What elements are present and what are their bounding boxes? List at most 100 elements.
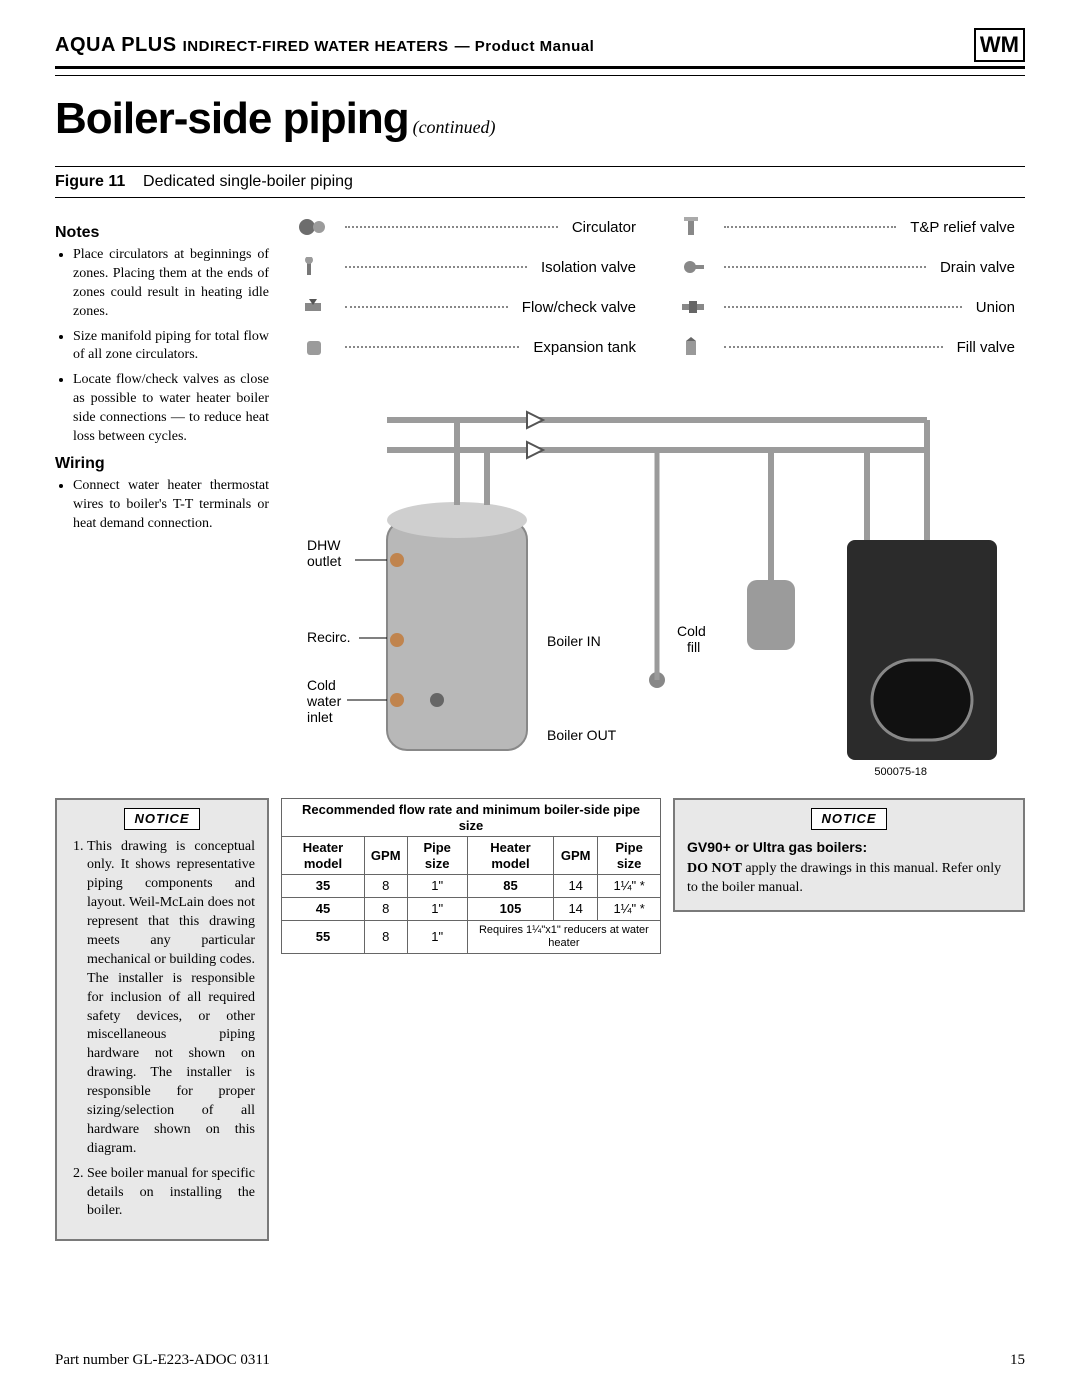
- drain-valve-icon: [676, 256, 710, 278]
- main-content-row: Notes Place circulators at beginnings of…: [55, 216, 1025, 784]
- legend-label: Expansion tank: [533, 339, 636, 356]
- svg-text:fill: fill: [687, 639, 700, 655]
- header-title: AQUA PLUS INDIRECT-FIRED WATER HEATERS —…: [55, 34, 594, 57]
- table-cell: 8: [364, 897, 407, 920]
- lower-row: NOTICE This drawing is conceptual only. …: [55, 798, 1025, 1241]
- union-icon: [676, 296, 710, 318]
- flow-rate-table: Recommended flow rate and minimum boiler…: [281, 798, 661, 954]
- table-cell: 85: [467, 875, 553, 898]
- legend-item: Expansion tank: [297, 336, 636, 358]
- notice-right-body: DO NOT apply the drawings in this manual…: [687, 860, 1011, 898]
- brand: AQUA PLUS: [55, 34, 177, 56]
- legend-dots: [345, 226, 558, 228]
- legend-label: T&P relief valve: [910, 219, 1015, 236]
- table-cell: 8: [364, 920, 407, 953]
- header-subtitle-small: INDIRECT-FIRED WATER HEATERS: [183, 38, 449, 55]
- header-subtitle-suffix: — Product Manual: [455, 38, 595, 55]
- legend-item: Circulator: [297, 216, 636, 238]
- table-cell: 35: [282, 875, 365, 898]
- legend-item: Fill valve: [676, 336, 1015, 358]
- brand-logo: WM: [974, 28, 1025, 62]
- circulator-icon: [297, 216, 331, 238]
- dhw-outlet-label: DHW: [307, 537, 341, 553]
- diagram-legend: Circulator Isolation valve: [287, 216, 1025, 376]
- notice-left: NOTICE This drawing is conceptual only. …: [55, 798, 269, 1241]
- legend-item: Drain valve: [676, 256, 1015, 278]
- table-row: 45 8 1" 105 14 1¼" *: [282, 897, 661, 920]
- notes-item: Locate flow/check valves as close as pos…: [73, 371, 269, 447]
- table-header: Heater model: [282, 837, 365, 875]
- legend-label: Isolation valve: [541, 259, 636, 276]
- legend-dots: [724, 266, 926, 268]
- table-cell: 1": [407, 920, 467, 953]
- svg-text:inlet: inlet: [307, 709, 333, 725]
- section-title: Boiler-side piping: [55, 94, 409, 143]
- table-cell: 45: [282, 897, 365, 920]
- table-cell: 14: [554, 897, 598, 920]
- legend-label: Union: [976, 299, 1015, 316]
- legend-dots: [724, 306, 962, 308]
- legend-dots: [724, 346, 943, 348]
- notice-right: NOTICE GV90+ or Ultra gas boilers: DO NO…: [673, 798, 1025, 912]
- legend-dots: [724, 226, 896, 228]
- legend-label: Circulator: [572, 219, 636, 236]
- legend-item: T&P relief valve: [676, 216, 1015, 238]
- table-header: Pipe size: [407, 837, 467, 875]
- table-header-row: Heater model GPM Pipe size Heater model …: [282, 837, 661, 875]
- boiler-out-label: Boiler OUT: [547, 727, 617, 743]
- table-cell: 8: [364, 875, 407, 898]
- table-header: GPM: [554, 837, 598, 875]
- legend-label: Flow/check valve: [522, 299, 636, 316]
- svg-text:outlet: outlet: [307, 553, 341, 569]
- wiring-item: Connect water heater thermostat wires to…: [73, 477, 269, 534]
- notes-list: Place circulators at beginnings of zones…: [55, 246, 269, 447]
- table-header: GPM: [364, 837, 407, 875]
- notes-heading: Notes: [55, 224, 269, 242]
- figure-label: Figure 11: [55, 173, 125, 190]
- fill-valve-icon: [676, 336, 710, 358]
- notes-column: Notes Place circulators at beginnings of…: [55, 216, 269, 540]
- legend-dots: [345, 346, 519, 348]
- diagram-column: Circulator Isolation valve: [287, 216, 1025, 784]
- table-cell: 1¼" *: [598, 897, 661, 920]
- notice-right-strong: DO NOT: [687, 861, 742, 876]
- cold-fill-label: Cold: [677, 623, 706, 639]
- legend-label: Fill valve: [957, 339, 1015, 356]
- tp-relief-valve-icon: [676, 216, 710, 238]
- part-number: Part number GL-E223-ADOC 0311: [55, 1352, 270, 1369]
- notes-item: Place circulators at beginnings of zones…: [73, 246, 269, 322]
- cold-water-inlet-label: Cold: [307, 677, 336, 693]
- flow-check-valve-icon: [297, 296, 331, 318]
- notice-item: This drawing is conceptual only. It show…: [87, 838, 255, 1159]
- figure-caption: Figure 11 Dedicated single-boiler piping: [55, 166, 1025, 198]
- section-title-row: Boiler-side piping (continued): [55, 94, 1025, 144]
- header-rule: [55, 75, 1025, 76]
- notice-label: NOTICE: [811, 808, 887, 830]
- piping-diagram: Circulator Isolation valve: [287, 216, 1025, 784]
- notice-left-list: This drawing is conceptual only. It show…: [69, 838, 255, 1222]
- legend-dots: [345, 266, 527, 268]
- notice-right-heading: GV90+ or Ultra gas boilers:: [687, 838, 1011, 857]
- isolation-valve-icon: [297, 256, 331, 278]
- legend-dots: [345, 306, 508, 308]
- table-note: Requires 1¼"x1" reducers at water heater: [467, 920, 660, 953]
- legend-left-col: Circulator Isolation valve: [297, 216, 636, 376]
- table-header: Heater model: [467, 837, 553, 875]
- notice-item: See boiler manual for specific details o…: [87, 1165, 255, 1222]
- figure-text: Dedicated single-boiler piping: [143, 173, 353, 190]
- table-cell: 55: [282, 920, 365, 953]
- table-cell: 1": [407, 897, 467, 920]
- table-cell: 1¼" *: [598, 875, 661, 898]
- table-row: 35 8 1" 85 14 1¼" *: [282, 875, 661, 898]
- legend-right-col: T&P relief valve Drain valve: [676, 216, 1015, 376]
- table-cell: 14: [554, 875, 598, 898]
- notice-label: NOTICE: [124, 808, 200, 830]
- table-title: Recommended flow rate and minimum boiler…: [282, 799, 661, 837]
- legend-item: Isolation valve: [297, 256, 636, 278]
- section-continued: (continued): [413, 117, 496, 137]
- logo-text: WM: [980, 32, 1019, 57]
- page-footer: Part number GL-E223-ADOC 0311 15: [55, 1352, 1025, 1369]
- table-cell: 105: [467, 897, 553, 920]
- svg-text:water: water: [306, 693, 342, 709]
- table-cell: 1": [407, 875, 467, 898]
